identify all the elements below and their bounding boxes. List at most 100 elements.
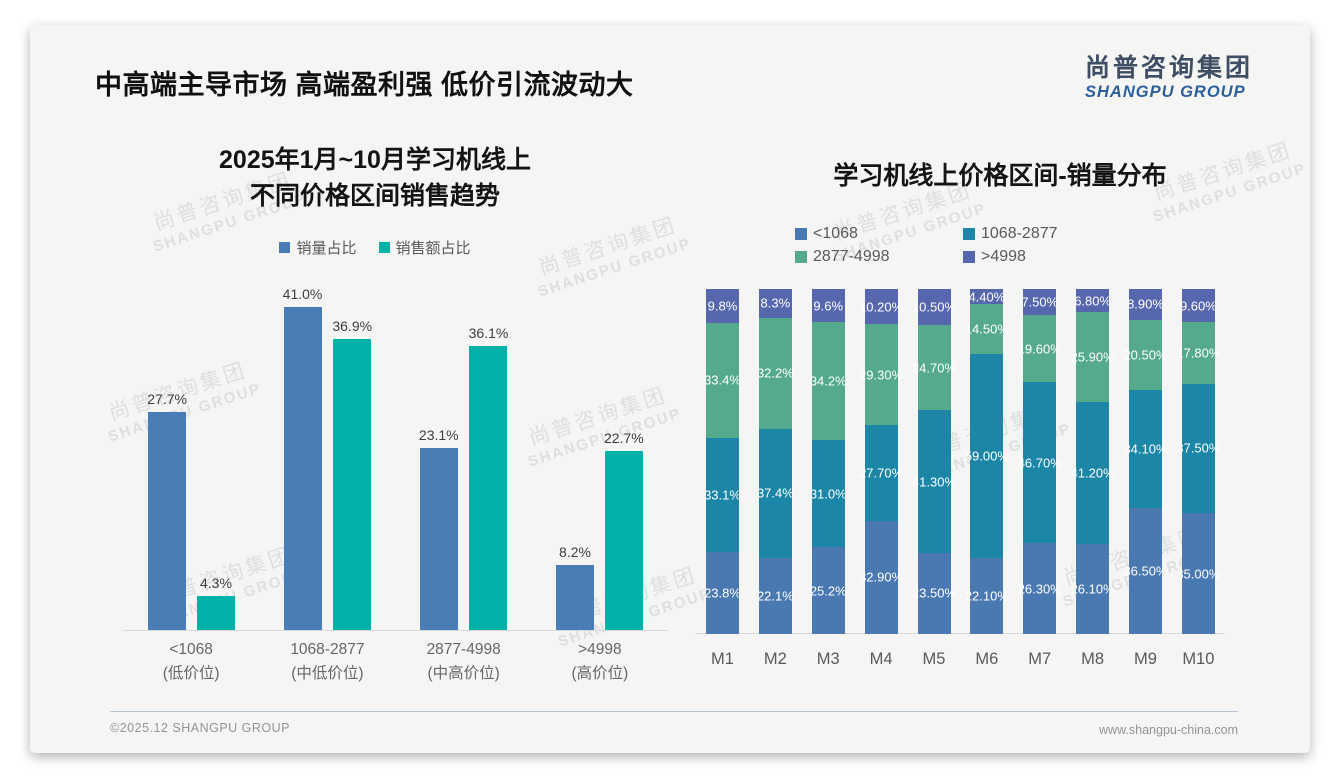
legend-label: 1068-2877 — [981, 225, 1058, 242]
segment-label: 25.90% — [1070, 349, 1115, 365]
segment-<1068: 36.50% — [1123, 508, 1168, 634]
data-label: 27.7% — [147, 390, 187, 407]
segment-1068-2877: 59.00% — [965, 354, 1009, 558]
segment-2877-4998: 17.80% — [1176, 322, 1220, 384]
legend-swatch-icon — [963, 251, 975, 263]
segment-1068-2877: 41.30% — [912, 410, 956, 553]
segment-label: 34.2% — [809, 373, 847, 389]
x-tick-label: <1068 (低价位) — [123, 638, 259, 686]
x-tick-label: M8 — [1081, 650, 1105, 668]
legend-swatch-icon — [963, 228, 975, 240]
right-chart-legend: <1068 1068-2877 2877-4998 >4998 — [795, 225, 1058, 266]
segment-2877-4998: 33.4% — [704, 322, 741, 438]
segment-label: 10.50% — [911, 299, 957, 315]
legend-item-销售额占比: 销售额占比 — [378, 237, 471, 258]
x-tick-tier: (高价位) — [571, 665, 629, 683]
stacked-bar-M8: 26.10% 41.20% 25.90% 6.80% — [1071, 289, 1115, 634]
page-title: 中高端主导市场 高端盈利强 低价引流波动大 — [95, 70, 634, 100]
legend-swatch-icon — [795, 251, 807, 263]
data-label: 8.2% — [559, 544, 591, 561]
stacked-bar-M4: 32.90% 27.70% 29.30% 10.20% — [859, 289, 903, 634]
x-tick-label: M7 — [1028, 650, 1052, 668]
bar-销售额占比 — [196, 596, 235, 630]
segment-2877-4998: 32.2% — [756, 317, 794, 429]
bar-销量占比 — [148, 411, 187, 630]
stacked-bar-M2: 22.1% 37.4% 32.2% 8.3% — [756, 288, 794, 634]
bar-wrap: 4.3% — [196, 575, 235, 630]
segment->4998: 9.8% — [706, 289, 739, 323]
segment-label: 32.2% — [756, 365, 794, 381]
segment->4998: 8.90% — [1127, 289, 1164, 320]
legend-swatch-icon — [795, 228, 807, 240]
segment-label: 22.1% — [756, 588, 794, 604]
left-chart-title-line2: 不同价格区间销售趋势 — [249, 181, 500, 210]
bar-wrap: 8.2% — [556, 544, 595, 630]
grouped-bar-chart: 27.7% 4.3% 41.0% 36.9% 23.1% 36.1% 8.2% 22.7% — [123, 273, 668, 631]
legend-swatch-icon — [378, 242, 390, 253]
left-chart-x-axis: <1068 (低价位) 1068-2877 (中低价位) 2877-4998 (中高价位)… — [123, 638, 668, 686]
segment-1068-2877: 33.1% — [704, 437, 741, 552]
data-label: 23.1% — [418, 427, 459, 443]
logo-chinese-text: 尚普咨询集团 — [1085, 54, 1254, 82]
stacked-bar-chart: 23.8% 33.1% 33.4% 9.8% 22.1% 37.4% 32.2% 8.3% 25… — [704, 288, 1220, 634]
stacked-bar-M9: 36.50% 34.10% 20.50% 8.90% — [1123, 289, 1168, 634]
segment->4998: 7.50% — [1021, 289, 1058, 315]
segment-label: 37.50% — [1176, 440, 1221, 456]
segment-2877-4998: 19.60% — [1018, 314, 1062, 383]
segment-1068-2877: 27.70% — [859, 425, 903, 521]
x-tick-label: M6 — [975, 650, 999, 668]
x-tick-label: 2877-4998 (中高价位) — [396, 638, 532, 686]
legend-label: 2877-4998 — [813, 248, 890, 265]
data-label: 22.7% — [604, 430, 644, 447]
x-tick-label: 1068-2877 (中低价位) — [259, 638, 395, 686]
right-chart-axis-line — [695, 633, 1225, 634]
x-tick-label: M10 — [1182, 650, 1215, 668]
segment-<1068: 35.00% — [1176, 513, 1220, 634]
segment-label: 33.4% — [704, 372, 741, 388]
left-chart-title-line1: 2025年1月~10月学习机线上 — [219, 146, 531, 174]
segment-label: 41.20% — [1070, 465, 1115, 481]
segment-label: 6.80% — [1074, 293, 1112, 309]
segment-2877-4998: 29.30% — [859, 324, 903, 426]
bar-销售额占比 — [604, 451, 643, 630]
segment->4998: 10.20% — [859, 289, 903, 325]
bar-group-<1068: 27.7% 4.3% — [123, 273, 259, 630]
data-label: 41.0% — [282, 286, 323, 302]
stacked-bar-M7: 26.30% 46.70% 19.60% 7.50% — [1018, 289, 1062, 634]
x-tick-tier: (低价位) — [162, 665, 220, 683]
legend-item-1068-2877: 1068-2877 — [963, 225, 1058, 243]
segment-label: 24.70% — [911, 360, 957, 376]
bar-group->4998: 8.2% 22.7% — [532, 273, 668, 630]
segment-label: 35.00% — [1176, 566, 1221, 582]
segment->4998: 9.60% — [1180, 289, 1217, 323]
segment-label: 9.6% — [813, 298, 844, 314]
x-tick-label: M3 — [816, 650, 840, 668]
segment-<1068: 23.50% — [912, 552, 956, 634]
segment-label: 22.10% — [964, 588, 1009, 604]
bar-销售额占比 — [469, 345, 508, 630]
legend-item-销量占比: 销量占比 — [279, 237, 357, 258]
segment-label: 23.50% — [911, 585, 957, 601]
segment-label: 46.70% — [1017, 455, 1062, 471]
stacked-bar-M6: 22.10% 59.00% 14.50% 4.40% — [965, 288, 1009, 634]
bar-wrap: 23.1% — [419, 427, 459, 630]
legend-label: <1068 — [813, 225, 858, 242]
segment-label: 25.2% — [809, 583, 847, 599]
bar-销售额占比 — [333, 339, 372, 630]
bar-group-2877-4998: 23.1% 36.1% — [396, 273, 532, 630]
segment->4998: 4.40% — [968, 288, 1005, 305]
stacked-bar-M10: 35.00% 37.50% 17.80% 9.60% — [1176, 289, 1220, 634]
right-chart-title: 学习机线上价格区间-销量分布 — [833, 162, 1167, 190]
segment-label: 26.30% — [1017, 581, 1062, 597]
segment-2877-4998: 14.50% — [965, 304, 1009, 355]
bar-销量占比 — [283, 307, 322, 630]
segment-label: 9.8% — [707, 298, 738, 314]
segment-2877-4998: 24.70% — [912, 325, 956, 411]
segment-1068-2877: 34.10% — [1123, 390, 1168, 509]
segment-1068-2877: 41.20% — [1071, 401, 1115, 544]
segment-label: 29.30% — [859, 367, 904, 383]
stacked-bar-M3: 25.2% 31.0% 34.2% 9.6% — [809, 289, 847, 634]
stacked-bar-M5: 23.50% 41.30% 24.70% 10.50% — [912, 289, 956, 634]
segment-label: 20.50% — [1123, 347, 1168, 363]
segment-label: 41.30% — [911, 474, 957, 490]
